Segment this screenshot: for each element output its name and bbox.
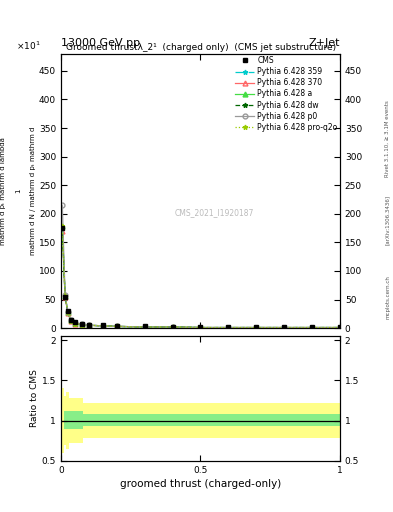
X-axis label: groomed thrust (charged-only): groomed thrust (charged-only)	[120, 479, 281, 489]
Y-axis label: mathrm d²N
mathrm d pₜ mathrm d lambda

1

mathrm d N / mathrm d pₜ mathrm d: mathrm d²N mathrm d pₜ mathrm d lambda 1…	[0, 127, 36, 255]
Text: CMS_2021_I1920187: CMS_2021_I1920187	[175, 208, 254, 218]
Text: Rivet 3.1.10, ≥ 3.1M events: Rivet 3.1.10, ≥ 3.1M events	[385, 100, 390, 177]
Text: [arXiv:1306.3436]: [arXiv:1306.3436]	[385, 195, 390, 245]
Legend: CMS, Pythia 6.428 359, Pythia 6.428 370, Pythia 6.428 a, Pythia 6.428 dw, Pythia: CMS, Pythia 6.428 359, Pythia 6.428 370,…	[235, 56, 338, 132]
Text: 13000 GeV pp: 13000 GeV pp	[61, 38, 140, 48]
Text: Z+Jet: Z+Jet	[309, 38, 340, 48]
Text: mcplots.cern.ch: mcplots.cern.ch	[385, 275, 390, 319]
Y-axis label: Ratio to CMS: Ratio to CMS	[30, 370, 39, 428]
Text: Groomed thrustλ_2¹  (charged only)  (CMS jet substructure): Groomed thrustλ_2¹ (charged only) (CMS j…	[66, 42, 337, 52]
Text: $\times 10^1$: $\times 10^1$	[16, 40, 41, 52]
